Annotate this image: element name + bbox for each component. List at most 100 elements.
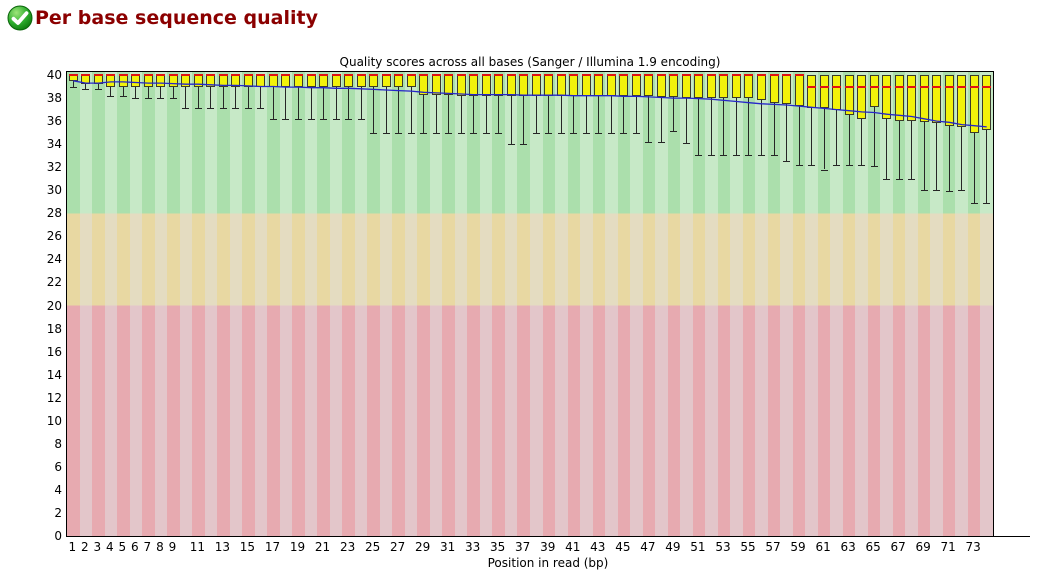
- quality-band-stripe: [867, 72, 881, 536]
- quality-band-stripe: [204, 72, 218, 536]
- median-line: [193, 74, 203, 76]
- lower-whisker: [147, 86, 149, 99]
- quality-band-stripe: [542, 72, 556, 536]
- median-line: [731, 74, 741, 76]
- lower-whisker-cap: [407, 132, 415, 134]
- median-line: [506, 74, 516, 76]
- lower-whisker-cap: [632, 132, 640, 134]
- quality-band-stripe: [705, 72, 719, 536]
- lower-whisker: [222, 86, 224, 109]
- lower-whisker: [673, 96, 675, 132]
- lower-whisker-cap: [808, 164, 816, 166]
- median-line: [356, 74, 366, 76]
- lower-whisker: [848, 115, 850, 165]
- lower-whisker-cap: [670, 131, 678, 133]
- median-line: [481, 74, 491, 76]
- lower-whisker: [635, 95, 637, 133]
- quality-band-stripe: [830, 72, 844, 536]
- lower-whisker: [373, 86, 375, 133]
- median-line: [631, 74, 641, 76]
- quality-band-stripe: [842, 72, 856, 536]
- lower-whisker-cap: [157, 98, 165, 100]
- quality-band-stripe: [655, 72, 669, 536]
- median-line: [944, 85, 954, 88]
- lower-whisker: [973, 132, 975, 203]
- y-tick-label: 24: [46, 252, 62, 267]
- quality-band-stripe: [504, 72, 518, 536]
- lower-whisker-cap: [920, 190, 928, 192]
- lower-whisker-cap: [232, 108, 240, 110]
- lower-whisker-cap: [207, 108, 215, 110]
- lower-whisker: [272, 86, 274, 119]
- y-tick-label: 12: [46, 390, 62, 405]
- lower-whisker: [560, 95, 562, 133]
- y-tick-label: 4: [54, 482, 62, 497]
- lower-whisker-cap: [282, 118, 290, 120]
- y-tick-label: 18: [46, 321, 62, 336]
- lower-whisker: [323, 86, 325, 119]
- lower-whisker-cap: [570, 132, 578, 134]
- lower-whisker-cap: [94, 88, 102, 90]
- lower-whisker: [823, 108, 825, 170]
- quality-band-stripe: [792, 72, 806, 536]
- x-tick-label: 37: [515, 540, 531, 554]
- lower-whisker: [185, 86, 187, 109]
- x-tick-label: 61: [815, 540, 831, 554]
- quality-band-stripe: [117, 72, 131, 536]
- lower-whisker-cap: [595, 132, 603, 134]
- lower-whisker-cap: [420, 132, 428, 134]
- median-line: [744, 74, 754, 76]
- y-tick-label: 34: [46, 137, 62, 152]
- quartile-box: [844, 75, 854, 116]
- y-tick-label: 40: [46, 68, 62, 82]
- median-line: [832, 85, 842, 88]
- lower-whisker: [786, 103, 788, 162]
- median-line: [218, 74, 228, 76]
- median-line: [369, 74, 379, 76]
- median-line: [181, 74, 191, 76]
- lower-whisker: [97, 84, 99, 89]
- lower-whisker-cap: [657, 141, 665, 143]
- median-line: [456, 74, 466, 76]
- median-line: [819, 85, 829, 88]
- x-tick-label: 67: [890, 540, 906, 554]
- median-line: [156, 74, 166, 76]
- quality-band-stripe: [955, 72, 969, 536]
- median-line: [118, 74, 128, 76]
- median-line: [394, 74, 404, 76]
- quality-band-stripe: [805, 72, 819, 536]
- lower-whisker: [873, 107, 875, 167]
- module-header: Per base sequence quality: [7, 5, 318, 31]
- lower-whisker-cap: [783, 161, 791, 163]
- quality-band-stripe: [179, 72, 193, 536]
- median-line: [344, 74, 354, 76]
- quality-band-stripe: [567, 72, 581, 536]
- quality-band-stripe: [592, 72, 606, 536]
- module-title: Per base sequence quality: [35, 7, 318, 29]
- median-line: [907, 85, 917, 88]
- quality-band-stripe: [692, 72, 706, 536]
- mean-quality-line: [73, 80, 987, 128]
- lower-whisker: [523, 95, 525, 145]
- lower-whisker: [735, 98, 737, 155]
- lower-whisker-cap: [495, 132, 503, 134]
- median-line: [782, 74, 792, 76]
- x-tick-label: 45: [615, 540, 631, 554]
- median-line: [694, 74, 704, 76]
- x-tick-label: 15: [239, 540, 256, 554]
- x-tick-label: 1: [68, 540, 77, 554]
- x-axis-line: [994, 536, 1030, 537]
- lower-whisker: [110, 86, 112, 96]
- x-tick-label: 2: [80, 540, 89, 554]
- x-tick-label: 59: [790, 540, 806, 554]
- lower-whisker-cap: [144, 98, 152, 100]
- median-line: [844, 85, 854, 88]
- lower-whisker: [811, 108, 813, 165]
- lower-whisker: [247, 86, 249, 109]
- lower-whisker-cap: [194, 108, 202, 110]
- lower-whisker-cap: [320, 118, 328, 120]
- lower-whisker: [498, 95, 500, 133]
- median-line: [969, 85, 979, 88]
- median-line: [431, 74, 441, 76]
- quartile-box: [957, 75, 967, 127]
